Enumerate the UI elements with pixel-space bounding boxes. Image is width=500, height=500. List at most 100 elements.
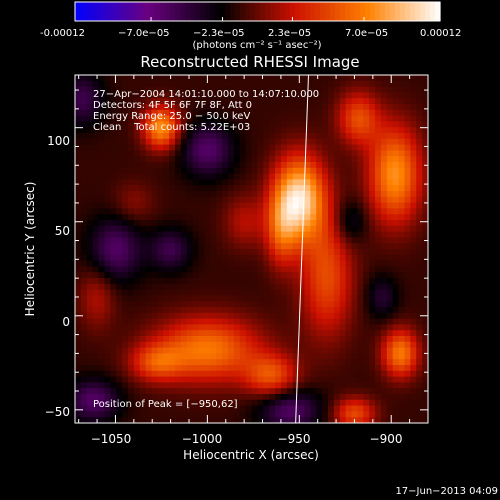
heatmap-cell — [298, 208, 305, 215]
heatmap-cell — [351, 208, 358, 215]
heatmap-cell — [169, 405, 176, 412]
heatmap-cell — [145, 225, 152, 233]
heatmap-cell — [304, 254, 311, 262]
heatmap-cell — [333, 278, 341, 285]
heatmap-cell — [280, 121, 288, 128]
heatmap-cell — [404, 144, 411, 151]
heatmap-cell — [204, 80, 211, 88]
heatmap-cell — [169, 98, 176, 105]
heatmap-cell — [398, 411, 405, 418]
heatmap-cell — [351, 388, 358, 395]
heatmap-cell — [322, 109, 329, 117]
heatmap-cell — [275, 405, 282, 412]
heatmap-cell — [422, 260, 429, 267]
colorbar-frame — [74, 1, 441, 22]
heatmap-cell — [298, 295, 305, 302]
heatmap-cell — [369, 307, 376, 314]
heatmap-cell — [180, 75, 188, 82]
heatmap-cell — [239, 411, 247, 418]
heatmap-cell — [298, 405, 305, 412]
heatmap-cell — [345, 283, 353, 291]
heatmap-cell — [98, 237, 105, 244]
heatmap-cell — [369, 382, 376, 389]
colorbar-cell — [130, 2, 136, 21]
heatmap-cell — [369, 347, 376, 354]
heatmap-cell — [310, 231, 317, 238]
heatmap-cell — [222, 225, 229, 233]
heatmap-cell — [216, 336, 223, 343]
heatmap-cell — [280, 243, 288, 250]
heatmap-cell — [327, 80, 335, 88]
heatmap-cell — [380, 133, 388, 140]
heatmap-cell — [175, 353, 182, 360]
heatmap-cell — [375, 225, 382, 233]
heatmap-cell — [151, 312, 158, 320]
colorbar-cell — [300, 2, 306, 21]
heatmap-cell — [380, 272, 388, 279]
heatmap-cell — [357, 417, 364, 424]
heatmap-cell — [122, 272, 129, 279]
heatmap-cell — [280, 260, 288, 267]
heatmap-cell — [363, 196, 370, 204]
heatmap-cell — [263, 75, 270, 82]
heatmap-cell — [163, 243, 170, 250]
heatmap-cell — [110, 318, 117, 325]
heatmap-cell — [233, 185, 241, 192]
heatmap-cell — [286, 347, 294, 354]
heatmap-cell — [186, 196, 194, 204]
heatmap-cell — [245, 266, 252, 273]
heatmap-cell — [145, 353, 152, 360]
heatmap-cell — [75, 278, 82, 285]
heatmap-cell — [404, 301, 411, 308]
heatmap-cell — [175, 92, 182, 99]
heatmap-cell — [351, 150, 358, 157]
heatmap-cell — [75, 196, 82, 204]
heatmap-cell — [351, 353, 358, 360]
heatmap-cell — [263, 370, 270, 378]
heatmap-cell — [186, 185, 194, 192]
heatmap-cell — [257, 307, 264, 314]
heatmap-cell — [339, 312, 347, 320]
heatmap-cell — [86, 336, 94, 343]
heatmap-cell — [86, 399, 94, 407]
heatmap-cell — [275, 214, 282, 221]
heatmap-cell — [204, 231, 211, 238]
heatmap-cell — [133, 301, 141, 308]
heatmap-cell — [192, 173, 200, 180]
heatmap-cell — [145, 330, 152, 337]
colorbar-cell — [125, 2, 131, 21]
heatmap-cell — [333, 353, 341, 360]
heatmap-cell — [163, 208, 170, 215]
heatmap-cell — [98, 341, 105, 349]
heatmap-cell — [416, 417, 423, 424]
heatmap-cell — [86, 196, 94, 204]
heatmap-cell — [369, 388, 376, 395]
heatmap-cell — [127, 179, 135, 186]
heatmap-cell — [269, 185, 276, 192]
heatmap-cell — [286, 353, 294, 360]
heatmap-cell — [116, 370, 123, 378]
heatmap-cell — [404, 162, 411, 169]
heatmap-cell — [210, 214, 217, 221]
heatmap-cell — [92, 399, 100, 407]
heatmap-cell — [351, 86, 358, 93]
x-tick-label: −900 — [370, 432, 403, 446]
heatmap-cell — [304, 330, 311, 337]
heatmap-cell — [369, 127, 376, 134]
heatmap-cell — [386, 312, 394, 320]
heatmap-cell — [145, 399, 152, 407]
heatmap-cell — [80, 260, 88, 267]
heatmap-cell — [392, 376, 400, 383]
heatmap-cell — [239, 167, 247, 175]
heatmap-cell — [404, 225, 411, 233]
heatmap-cell — [210, 185, 217, 192]
heatmap-cell — [127, 330, 135, 337]
heatmap-cell — [163, 405, 170, 412]
heatmap-cell — [233, 353, 241, 360]
heatmap-cell — [357, 104, 364, 111]
colorbar-cell — [320, 2, 326, 21]
heatmap-cell — [75, 347, 82, 354]
heatmap-cell — [86, 237, 94, 244]
heatmap-cell — [245, 278, 252, 285]
heatmap-cell — [198, 301, 205, 308]
